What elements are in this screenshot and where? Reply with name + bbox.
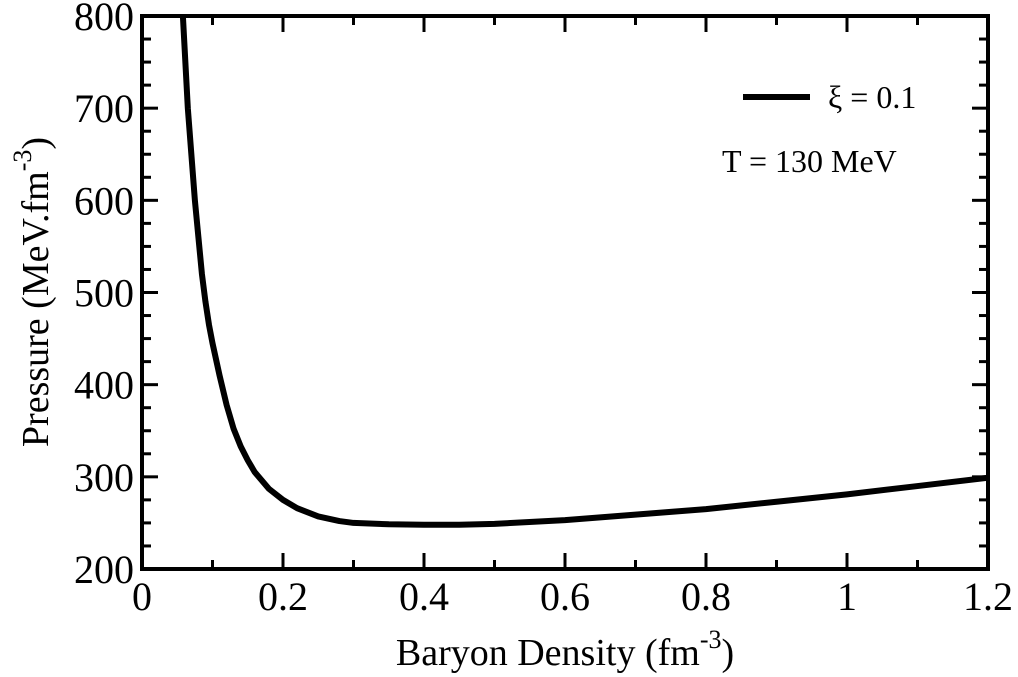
x-tick-label: 1	[837, 574, 857, 619]
legend-label: ξ = 0.1	[828, 79, 916, 115]
y-axis-title-close: )	[15, 137, 57, 150]
y-tick-label: 600	[74, 178, 134, 223]
x-tick-label: 0.2	[258, 574, 308, 619]
x-tick-label: 0.8	[681, 574, 731, 619]
x-axis-ticks	[140, 16, 990, 569]
x-axis-tick-labels: 0 0.2 0.4 0.6 0.8 1 1.2	[132, 574, 1013, 619]
x-axis-title-main: Baryon Density (fm	[396, 632, 700, 674]
y-tick-label: 400	[74, 363, 134, 408]
y-axis-tick-labels: 200 300 400 500 600 700 800	[74, 0, 134, 592]
x-axis-title-superscript: -3	[700, 625, 722, 654]
x-axis-title: Baryon Density (fm-3)	[396, 625, 734, 674]
y-axis-title-superscript: -3	[8, 150, 37, 172]
x-tick-label: 1.2	[963, 574, 1013, 619]
y-axis-title: Pressure (MeV.fm-3)	[8, 137, 57, 447]
y-tick-label: 700	[74, 86, 134, 131]
y-axis-title-main: Pressure (MeV.fm	[15, 171, 57, 447]
temperature-annotation: T = 130 MeV	[722, 143, 897, 179]
x-tick-label: 0.6	[540, 574, 590, 619]
x-axis-title-close: )	[721, 632, 734, 674]
x-tick-label: 0	[132, 574, 152, 619]
y-tick-label: 300	[74, 455, 134, 500]
y-tick-label: 500	[74, 271, 134, 316]
x-tick-label: 0.4	[399, 574, 449, 619]
y-tick-label: 200	[74, 547, 134, 592]
series-line-xi-0-1	[179, 16, 988, 528]
legend: ξ = 0.1	[743, 79, 916, 115]
y-tick-label: 800	[74, 0, 134, 39]
